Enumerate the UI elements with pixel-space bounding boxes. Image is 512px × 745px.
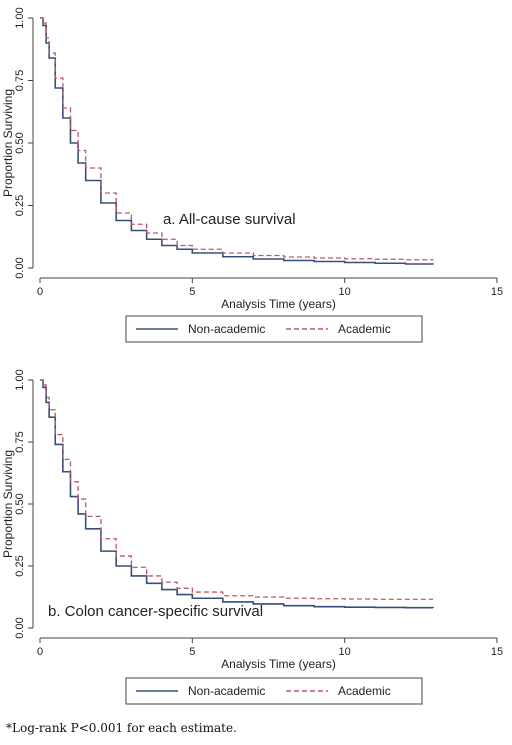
y-tick-label: 0.25: [14, 555, 26, 576]
series-line-non-academic: [40, 379, 434, 609]
y-axis-label: Proportion Surviving: [1, 89, 15, 197]
x-axis-label: Analysis Time (years): [221, 297, 336, 311]
x-tick-label: 15: [491, 286, 503, 298]
y-tick-label: 0.00: [14, 617, 26, 638]
y-tick-label: 0.50: [14, 493, 26, 514]
x-tick-label: 15: [491, 646, 503, 658]
y-tick-label: 0.75: [14, 431, 26, 452]
y-tick-label: 1.00: [14, 7, 26, 28]
legend-label: Non-academic: [188, 684, 265, 698]
x-tick-label: 10: [339, 646, 351, 658]
y-tick-label: 0.50: [14, 132, 26, 153]
x-axis-label: Analysis Time (years): [221, 657, 336, 671]
y-tick-label: 0.00: [14, 257, 26, 278]
series-line-academic: [40, 17, 434, 261]
chart-panel-a: 0.00 0.25 0.50 0.75 1.00 Proportion Surviving…: [1, 7, 503, 343]
y-axis-label: Proportion Surviving: [1, 450, 15, 558]
y-tick-label: 0.75: [14, 70, 26, 91]
y-tick-label: 1.00: [14, 369, 26, 390]
y-tick-label: 0.25: [14, 195, 26, 216]
survival-charts: 0.00 0.25 0.50 0.75 1.00 Proportion Surviving…: [1, 7, 503, 705]
chart-annotation: b. Colon cancer-specific survival: [48, 603, 263, 620]
x-tick-label: 0: [37, 646, 43, 658]
legend-label: Non-academic: [188, 322, 265, 336]
x-tick-label: 0: [37, 286, 43, 298]
legend-label: Academic: [338, 322, 391, 336]
chart-annotation: a. All-cause survival: [163, 211, 296, 228]
footnote: *Log-rank P<0.001 for each estimate.: [6, 721, 237, 735]
series-line-academic: [40, 379, 434, 600]
legend-label: Academic: [338, 684, 391, 698]
x-tick-label: 5: [189, 286, 195, 298]
x-tick-label: 5: [189, 646, 195, 658]
chart-panel-b: 0.00 0.25 0.50 0.75 1.00 Proportion Surviving…: [1, 369, 503, 705]
x-tick-label: 10: [339, 286, 351, 298]
